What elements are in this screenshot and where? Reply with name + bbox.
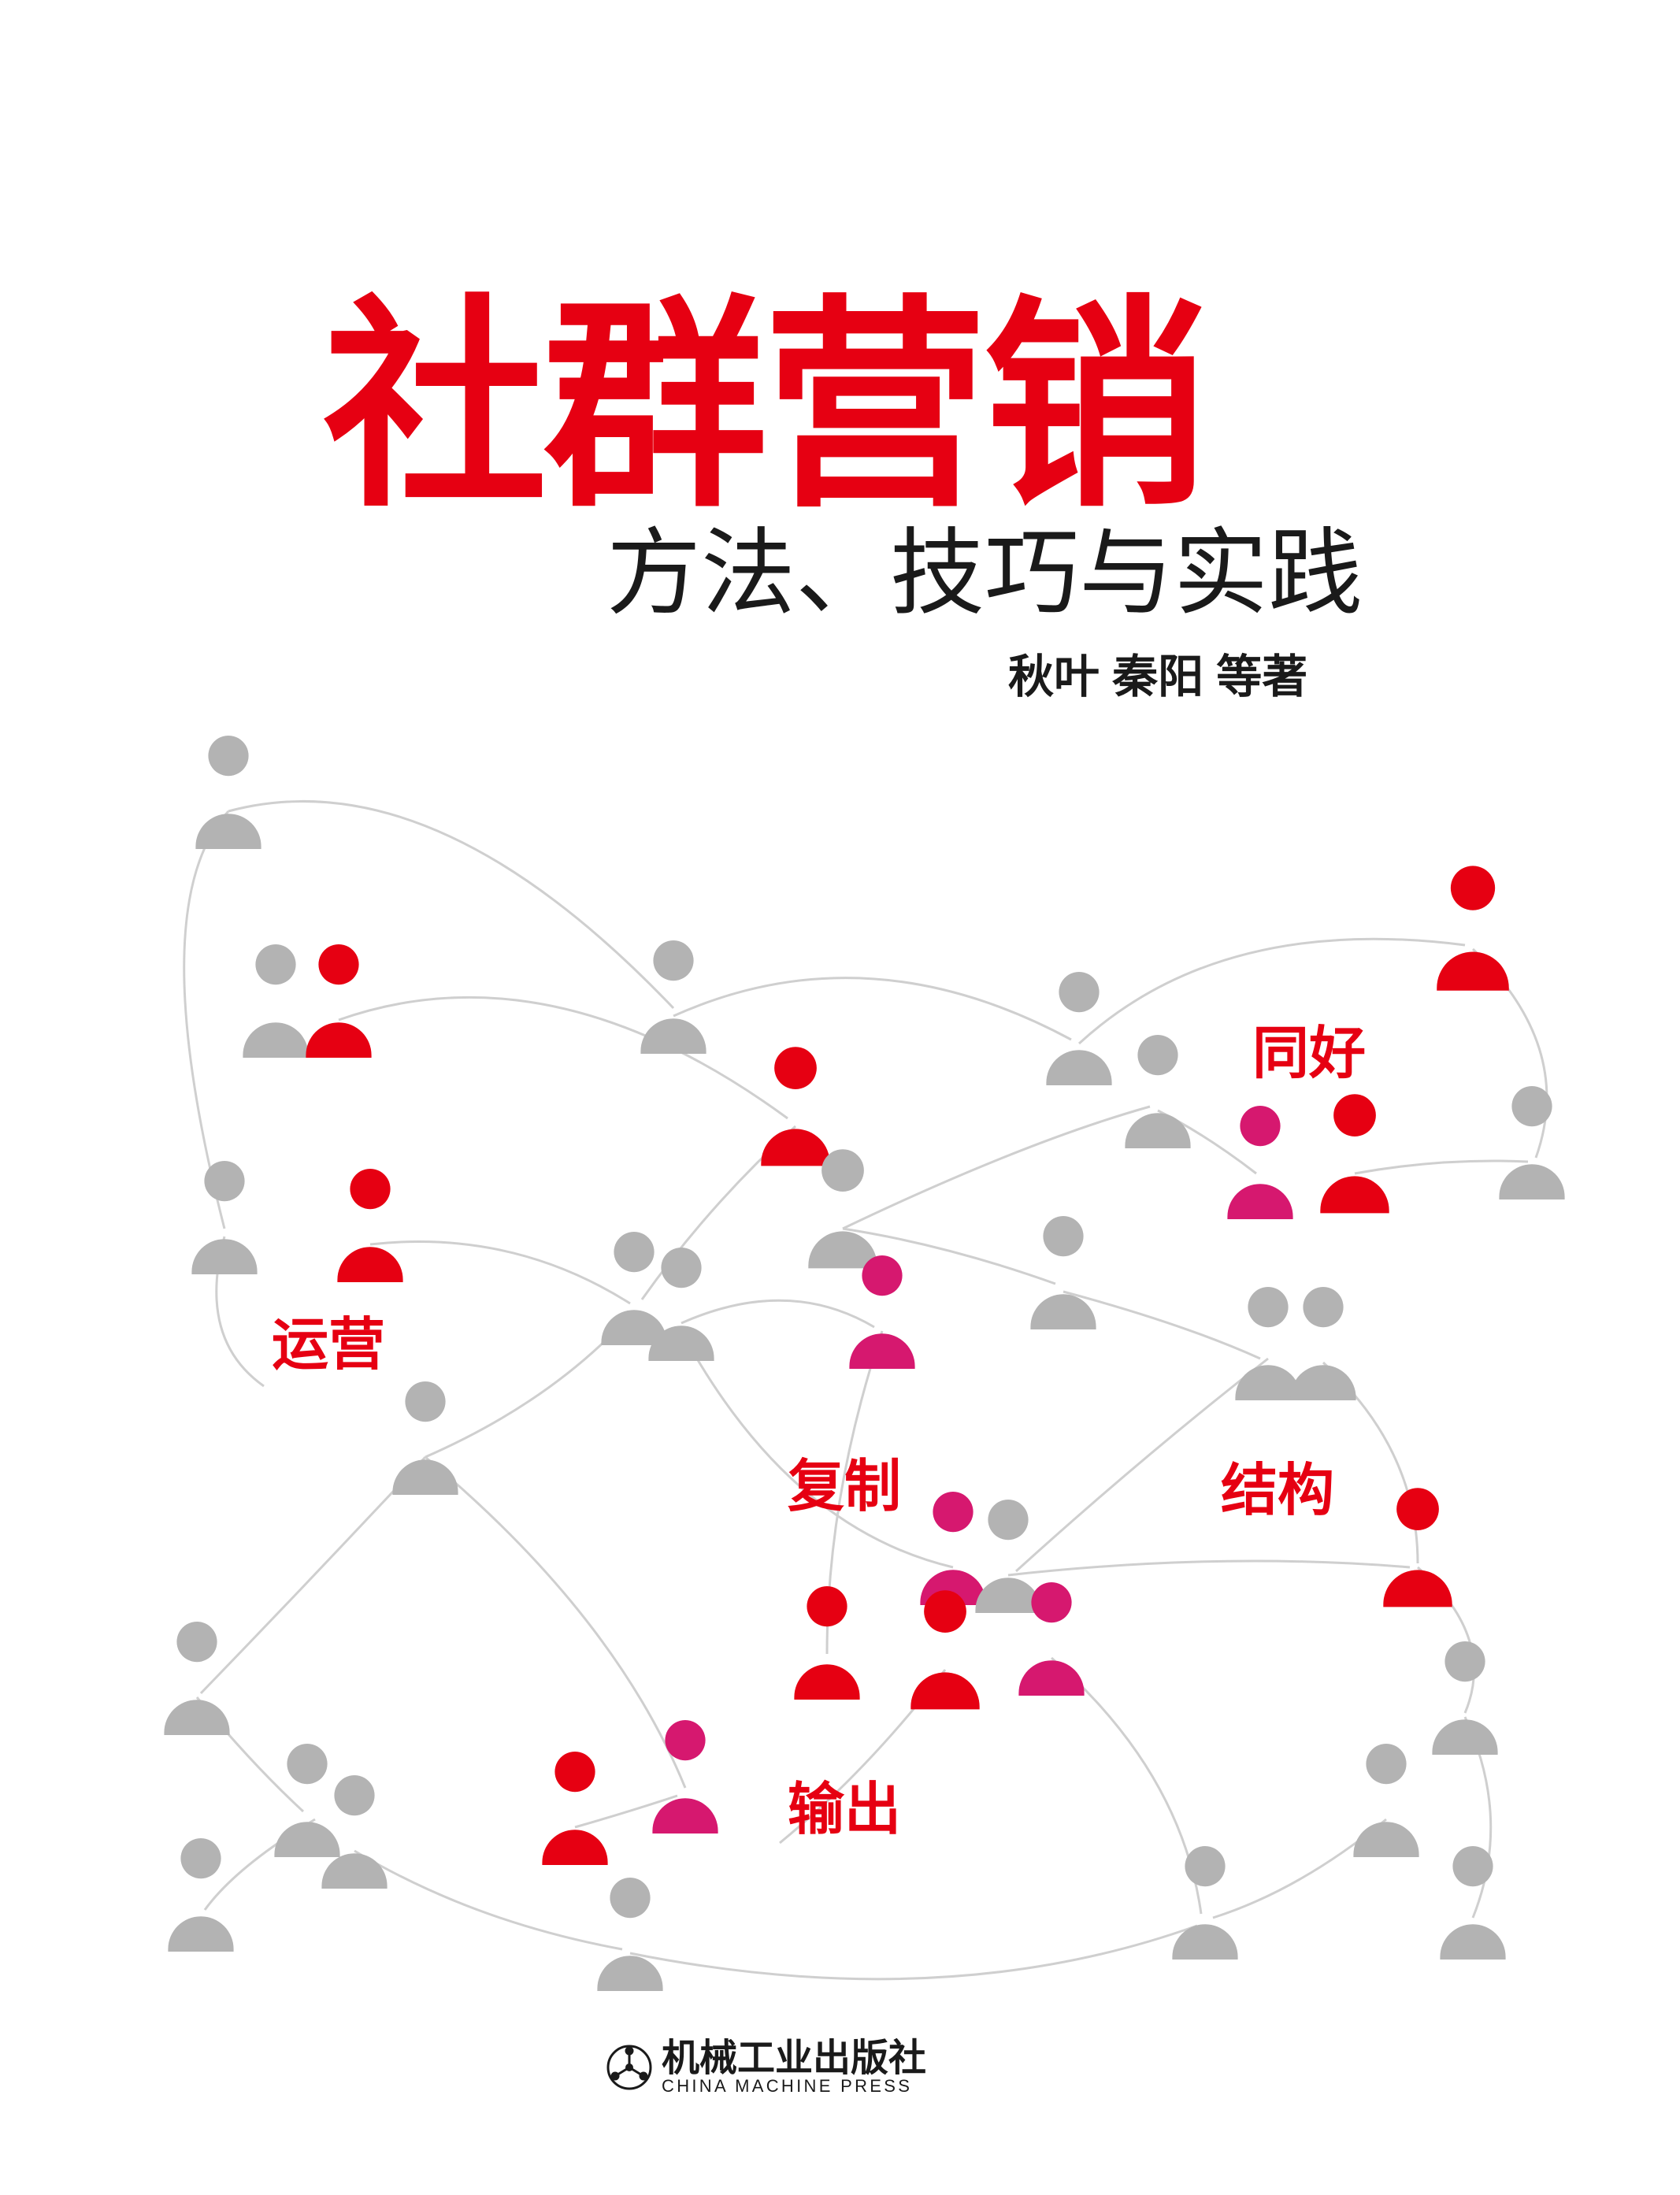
person-icon: [1432, 1641, 1497, 1755]
person-icon: [1440, 1846, 1505, 1960]
person-icon: [164, 1622, 229, 1735]
person-icon: [794, 1586, 859, 1700]
person-icon: [191, 1161, 257, 1274]
person-icon: [648, 1248, 714, 1361]
network-edge: [205, 1819, 315, 1910]
person-icon: [1383, 1488, 1452, 1607]
network-edge: [843, 1107, 1150, 1229]
publisher-logo-icon: [606, 2045, 652, 2090]
person-icon: [1353, 1744, 1419, 1857]
network-edge: [681, 1300, 874, 1327]
person-icon: [1320, 1094, 1389, 1213]
person-icon: [392, 1381, 458, 1495]
network-edge: [1213, 1819, 1386, 1918]
network-edge: [1473, 949, 1547, 1158]
person-icon: [640, 940, 706, 1054]
person-icon: [306, 944, 371, 1058]
network-edge: [184, 811, 228, 1229]
concept-label: 同好: [1252, 1007, 1366, 1089]
network-edge: [1418, 1567, 1474, 1713]
person-icon: [1235, 1287, 1300, 1400]
person-icon: [1125, 1035, 1190, 1148]
network-edge: [197, 1697, 303, 1811]
concept-label: 运营: [272, 1298, 385, 1381]
network-edge: [642, 1126, 795, 1300]
network-edge: [425, 1457, 685, 1788]
person-icon: [168, 1838, 233, 1952]
person-icon: [274, 1744, 339, 1857]
person-icon: [195, 736, 261, 849]
network-edge: [1465, 1717, 1491, 1918]
publisher-name-en: CHINA MACHINE PRESS: [662, 2078, 912, 2095]
network-edge: [354, 1851, 622, 1949]
person-icon: [920, 1492, 985, 1605]
network-edge: [575, 1796, 677, 1827]
network-edge: [1008, 1561, 1410, 1575]
person-icon: [1172, 1846, 1237, 1960]
person-icon: [1437, 866, 1509, 990]
network-edge: [630, 1926, 1197, 1979]
person-icon: [1227, 1106, 1292, 1219]
person-icon: [652, 1720, 718, 1833]
concept-label: 复制: [788, 1440, 901, 1522]
person-icon: [910, 1590, 979, 1709]
network-edge: [1323, 1363, 1418, 1563]
person-icon: [321, 1775, 387, 1889]
person-icon: [243, 944, 308, 1058]
person-icon: [808, 1149, 877, 1268]
network-edge: [339, 997, 788, 1118]
concept-label: 结构: [1221, 1444, 1334, 1526]
network-edge: [843, 1229, 1055, 1284]
network-edge: [1355, 1161, 1528, 1174]
person-icon: [1018, 1582, 1084, 1696]
network-edge: [1063, 1292, 1260, 1359]
person-icon: [597, 1878, 662, 1991]
publisher-name: 机械工业出版社: [662, 2040, 926, 2078]
concept-label: 输出: [788, 1763, 901, 1845]
network-edge: [217, 1237, 264, 1386]
book-author: 秋叶 秦阳 等著: [1008, 640, 1307, 706]
person-icon: [1290, 1287, 1355, 1400]
network-edge: [673, 978, 1071, 1040]
person-icon: [849, 1255, 914, 1369]
network-edge: [425, 1315, 630, 1457]
network-edge: [1051, 1658, 1201, 1914]
person-icon: [1030, 1216, 1096, 1329]
network-edge: [370, 1242, 630, 1303]
publisher-block: 机械工业出版社 CHINA MACHINE PRESS: [606, 2040, 926, 2095]
network-edge: [1158, 1110, 1256, 1174]
person-icon: [542, 1752, 607, 1865]
person-icon: [601, 1232, 666, 1345]
person-icon: [1499, 1086, 1564, 1199]
network-edge: [228, 801, 673, 1008]
person-icon: [761, 1047, 829, 1166]
person-icon: [975, 1500, 1040, 1613]
person-icon: [337, 1169, 402, 1282]
person-icon: [1046, 972, 1111, 1085]
book-subtitle: 方法、技巧与实践: [606, 496, 1363, 633]
network-edge: [201, 1457, 425, 1693]
